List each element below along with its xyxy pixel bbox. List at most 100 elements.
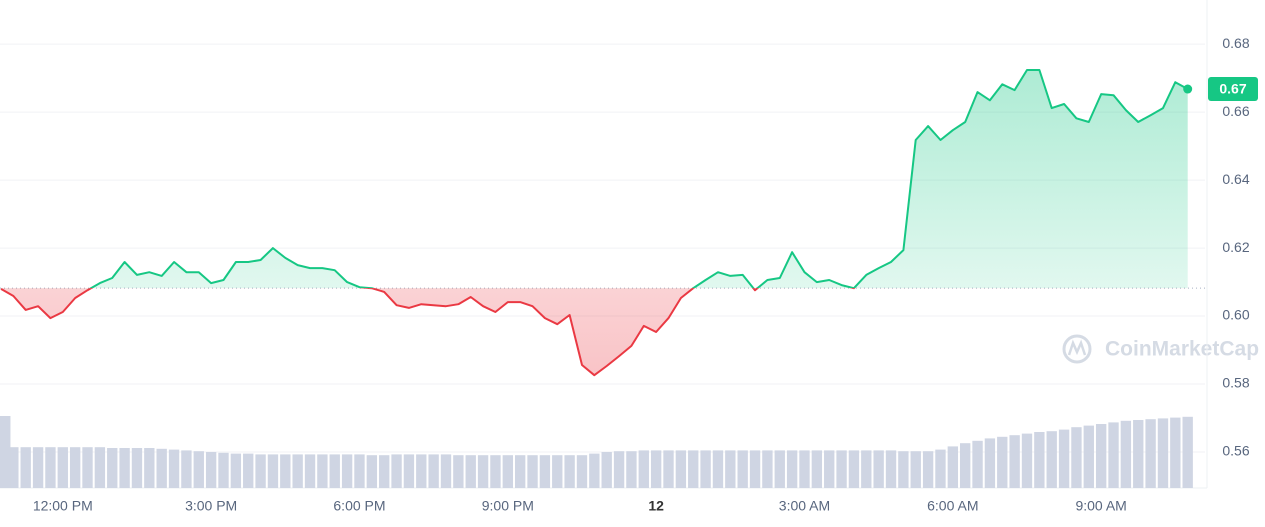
volume-bar bbox=[490, 455, 501, 488]
volume-bar bbox=[1058, 429, 1070, 488]
x-tick-label: 3:00 PM bbox=[185, 498, 237, 514]
volume-bar bbox=[1182, 416, 1193, 488]
volume-bar bbox=[477, 455, 489, 488]
volume-bar bbox=[1083, 425, 1094, 488]
volume-bar bbox=[638, 450, 649, 488]
volume-bar bbox=[416, 454, 427, 488]
area-up bbox=[1, 70, 1188, 289]
volume-bar bbox=[218, 452, 229, 488]
volume-bar bbox=[1046, 431, 1057, 488]
volume-bar bbox=[910, 451, 921, 488]
volume-bar bbox=[0, 416, 11, 488]
price-tag bbox=[1208, 77, 1258, 102]
volume-bar bbox=[94, 447, 106, 488]
volume-bar bbox=[329, 454, 340, 488]
volume-bar bbox=[255, 454, 266, 488]
volume-bar bbox=[626, 451, 637, 488]
volume-bar bbox=[107, 448, 118, 488]
volume-bar bbox=[552, 455, 563, 488]
volume-bar bbox=[403, 454, 415, 488]
y-tick-label: 0.64 bbox=[1222, 171, 1249, 187]
volume-bar bbox=[1021, 433, 1033, 488]
volume-bar bbox=[762, 450, 773, 488]
volume-bar bbox=[181, 450, 192, 488]
volume-bar bbox=[675, 450, 687, 488]
y-tick-label: 0.68 bbox=[1222, 35, 1249, 51]
volume-bar bbox=[663, 450, 674, 488]
volume-bar bbox=[1095, 424, 1107, 488]
volume-bar bbox=[799, 450, 810, 488]
last-point bbox=[1183, 84, 1193, 94]
y-tick-label: 0.62 bbox=[1222, 239, 1249, 255]
volume-bar bbox=[453, 455, 464, 488]
volume-bar bbox=[69, 447, 81, 488]
volume-bar bbox=[997, 436, 1008, 488]
volume-bar bbox=[576, 455, 588, 488]
x-tick-label: 12 bbox=[648, 498, 664, 514]
y-tick-label: 0.60 bbox=[1222, 307, 1249, 323]
volume-bar bbox=[131, 448, 143, 488]
volume-bar bbox=[391, 454, 402, 488]
x-tick-label: 3:00 AM bbox=[779, 498, 830, 514]
watermark-text: CoinMarketCap bbox=[1105, 338, 1259, 361]
volume-bar bbox=[8, 447, 19, 488]
volume-bar bbox=[1108, 422, 1119, 488]
volume-bar bbox=[564, 455, 575, 488]
volume-bar bbox=[922, 451, 934, 488]
y-tick-label: 0.56 bbox=[1222, 443, 1249, 459]
volume-bar bbox=[836, 450, 847, 488]
volume-bar bbox=[861, 450, 872, 488]
volume-bar bbox=[193, 451, 204, 488]
volume-bar bbox=[243, 453, 254, 488]
volume-bar bbox=[144, 448, 155, 488]
y-tick-label: 0.58 bbox=[1222, 375, 1249, 391]
x-tick-label: 9:00 PM bbox=[482, 498, 534, 514]
volume-bar bbox=[960, 443, 971, 488]
volume-bar bbox=[366, 455, 378, 488]
volume-bar bbox=[280, 454, 291, 488]
volume-bar bbox=[786, 450, 798, 488]
volume-bar bbox=[45, 447, 56, 488]
volume-bar bbox=[984, 438, 996, 488]
volume-bar bbox=[354, 454, 365, 488]
volume-bar bbox=[156, 448, 167, 488]
area-down bbox=[1, 288, 854, 376]
volume-bar bbox=[230, 453, 242, 488]
volume-bar bbox=[168, 449, 180, 488]
y-tick-label: 0.66 bbox=[1222, 103, 1249, 119]
volume-bar bbox=[267, 454, 279, 488]
volume-bar bbox=[1071, 427, 1082, 488]
volume-bar bbox=[527, 455, 538, 488]
volume-bar bbox=[1157, 418, 1169, 488]
volume-bar bbox=[1034, 432, 1045, 488]
volume-bar bbox=[885, 450, 897, 488]
x-tick-label: 12:00 PM bbox=[33, 498, 93, 514]
volume-bar bbox=[1145, 419, 1156, 488]
watermark: CoinMarketCap bbox=[1062, 334, 1259, 364]
volume-bar bbox=[811, 450, 823, 488]
x-tick-label: 6:00 PM bbox=[333, 498, 385, 514]
volume-bar bbox=[749, 450, 761, 488]
volume-bar bbox=[688, 450, 699, 488]
volume-bar bbox=[601, 452, 612, 488]
volume-bar bbox=[712, 450, 724, 488]
volume-bar bbox=[292, 454, 303, 488]
volume-bar bbox=[848, 450, 860, 488]
price-line-down bbox=[0, 288, 856, 377]
price-tag-label: 0.67 bbox=[1219, 81, 1246, 97]
volume-bar bbox=[440, 454, 452, 488]
volume-bar bbox=[20, 447, 31, 488]
volume-bar bbox=[935, 449, 946, 488]
volume-bar bbox=[737, 450, 748, 488]
volume-bar bbox=[613, 451, 625, 488]
volume-bar bbox=[1009, 435, 1020, 488]
volume-bar bbox=[824, 450, 835, 488]
volume-bar bbox=[972, 440, 983, 488]
volume-bar bbox=[898, 451, 909, 488]
volume-bar bbox=[317, 454, 328, 488]
volume-bar bbox=[57, 447, 68, 488]
volume-bar bbox=[1133, 420, 1144, 488]
x-tick-label: 6:00 AM bbox=[927, 498, 978, 514]
volume-bar bbox=[32, 447, 44, 488]
price-line-up bbox=[1, 69, 1189, 289]
